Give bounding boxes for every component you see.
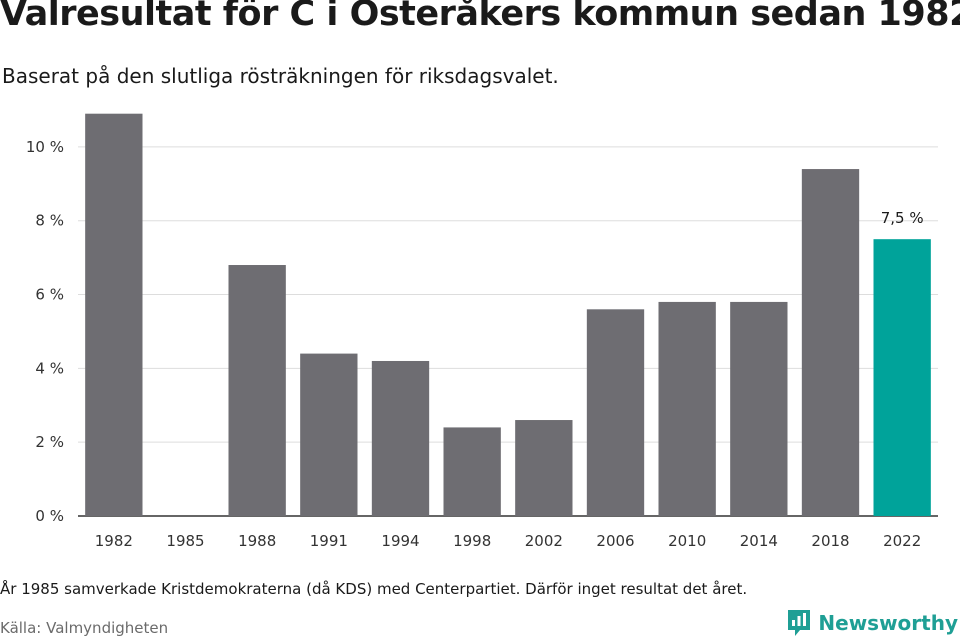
y-tick-label: 6 %	[35, 286, 64, 304]
bar-1994	[371, 360, 430, 516]
data-labels: 7,5 %	[881, 209, 924, 227]
x-tick-label-2010: 2010	[668, 532, 706, 550]
bar-1982	[85, 113, 143, 516]
bar-2018	[801, 169, 860, 516]
x-tick-label-1988: 1988	[238, 532, 276, 550]
y-tick-label: 10 %	[26, 138, 64, 156]
brand-name: Newsworthy	[818, 611, 958, 635]
bar-2006	[586, 309, 645, 516]
bar-1998	[443, 427, 501, 516]
x-tick-label-2018: 2018	[811, 532, 849, 550]
x-tick-label-2006: 2006	[596, 532, 634, 550]
x-tick-label-2014: 2014	[740, 532, 778, 550]
footnote: År 1985 samverkade Kristdemokraterna (då…	[0, 580, 748, 598]
data-label-2022: 7,5 %	[881, 209, 924, 227]
brand-logo: Newsworthy	[786, 608, 958, 638]
y-axis-labels: 0 % 2 % 4 % 6 % 8 % 10 %	[26, 138, 64, 525]
y-tick-label: 8 %	[35, 212, 64, 230]
x-tick-label-2022: 2022	[883, 532, 921, 550]
x-tick-label-1985: 1985	[166, 532, 204, 550]
source-credit: Källa: Valmyndigheten	[0, 619, 169, 637]
grid-lines	[78, 146, 938, 517]
y-tick-label: 2 %	[35, 433, 64, 451]
bars	[85, 113, 931, 516]
bar-1991	[300, 353, 358, 516]
chart-subtitle: Baserat på den slutliga rösträkningen fö…	[2, 64, 559, 88]
x-tick-label-1982: 1982	[95, 532, 133, 550]
y-tick-label: 4 %	[35, 359, 64, 377]
bar-2002	[515, 420, 573, 516]
bar-1988	[228, 265, 286, 516]
bar-2014	[730, 301, 788, 516]
bar-2022	[873, 239, 931, 516]
bar-2010	[658, 301, 716, 516]
chart-title: Valresultat för C i Österåkers kommun se…	[0, 0, 960, 34]
x-axis-labels: 1982 1985 1988 1991 1994 1998 2002 2006 2010 2014…	[95, 532, 922, 550]
y-tick-label: 0 %	[35, 507, 64, 525]
x-tick-label-1998: 1998	[453, 532, 491, 550]
x-tick-label-2002: 2002	[525, 532, 563, 550]
x-tick-label-1991: 1991	[310, 532, 348, 550]
newsworthy-logo-icon	[788, 610, 811, 636]
x-tick-label-1994: 1994	[381, 532, 419, 550]
bar-chart: 0 % 2 % 4 % 6 % 8 % 10 % 1982 1985 1988 1991 1994…	[26, 113, 938, 550]
